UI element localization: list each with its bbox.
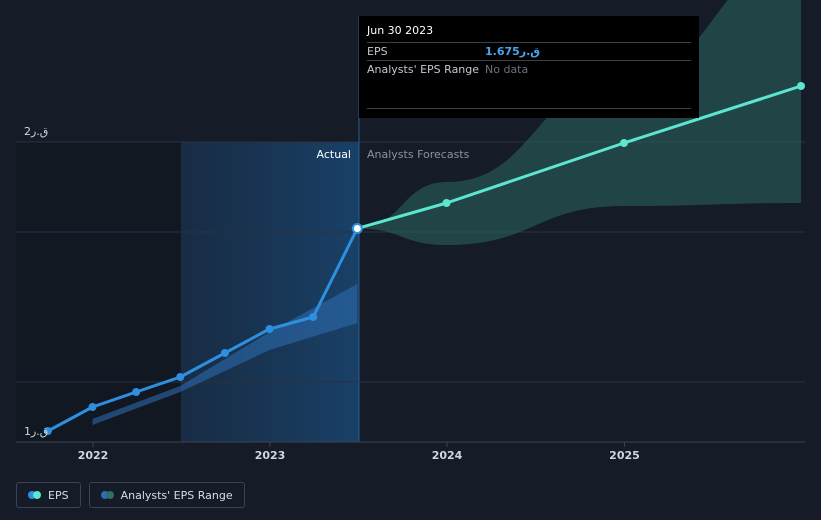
eps-point[interactable] xyxy=(309,313,318,321)
range-forecast-dot-icon xyxy=(105,491,114,499)
tooltip-row-eps: EPS 1.675ق.ر xyxy=(367,42,691,60)
eps-dot-icon xyxy=(28,491,36,499)
actual-region-label: Actual xyxy=(317,148,351,161)
current-eps-point[interactable] xyxy=(351,223,363,234)
eps-point[interactable] xyxy=(132,388,141,396)
legend: EPS Analysts' EPS Range xyxy=(16,482,245,508)
past-shade xyxy=(16,142,181,442)
actual-period-shade xyxy=(181,142,359,442)
legend-item-range[interactable]: Analysts' EPS Range xyxy=(88,482,245,508)
lines xyxy=(46,84,803,433)
tooltip-range-value: No data xyxy=(485,63,529,76)
eps-forecast-line xyxy=(355,84,803,230)
tooltip-eps-label: EPS xyxy=(367,45,388,58)
tooltip-eps-value: 1.675ق.ر xyxy=(485,45,541,58)
tooltip-divider xyxy=(367,108,691,109)
legend-item-eps[interactable]: EPS xyxy=(16,482,81,508)
range-dot-icon xyxy=(100,491,109,499)
eps-point[interactable] xyxy=(43,427,52,435)
tooltip-range-label: Analysts' EPS Range xyxy=(367,63,480,76)
eps-legend-icon xyxy=(28,491,41,499)
x-tick-label: 2022 xyxy=(78,449,109,462)
forecast-region-label: Analysts Forecasts xyxy=(367,148,470,161)
points xyxy=(43,82,805,435)
legend-range-label: Analysts' EPS Range xyxy=(120,488,233,502)
forecast-point[interactable] xyxy=(797,82,805,90)
y-tick-label: 2ق.ر xyxy=(24,125,48,138)
eps-actual-line xyxy=(46,227,359,433)
axes: 2022 2023 2024 2025 1ق.ر 2ق.ر xyxy=(16,125,805,462)
eps-point[interactable] xyxy=(176,373,185,381)
eps-point[interactable] xyxy=(88,403,97,411)
tooltip-date: Jun 30 2023 xyxy=(367,24,434,37)
legend-eps-label: EPS xyxy=(48,488,69,502)
x-tick-label: 2024 xyxy=(432,449,463,462)
tooltip-row-range: Analysts' EPS Range No data xyxy=(367,60,691,78)
y-tick-label: 1ق.ر xyxy=(24,425,48,438)
eps-point[interactable] xyxy=(220,349,229,357)
actual-eps-range-band xyxy=(92,284,358,425)
x-tick-label: 2023 xyxy=(255,449,286,462)
forecast-point[interactable] xyxy=(442,199,451,207)
range-legend-icon xyxy=(100,491,114,499)
eps-forecast-dot-icon xyxy=(33,491,41,499)
x-tick-label: 2025 xyxy=(609,449,640,462)
eps-point[interactable] xyxy=(265,325,274,333)
forecast-point[interactable] xyxy=(620,139,628,147)
tooltip: Jun 30 2023 EPS 1.675ق.ر Analysts' EPS R… xyxy=(359,16,699,118)
